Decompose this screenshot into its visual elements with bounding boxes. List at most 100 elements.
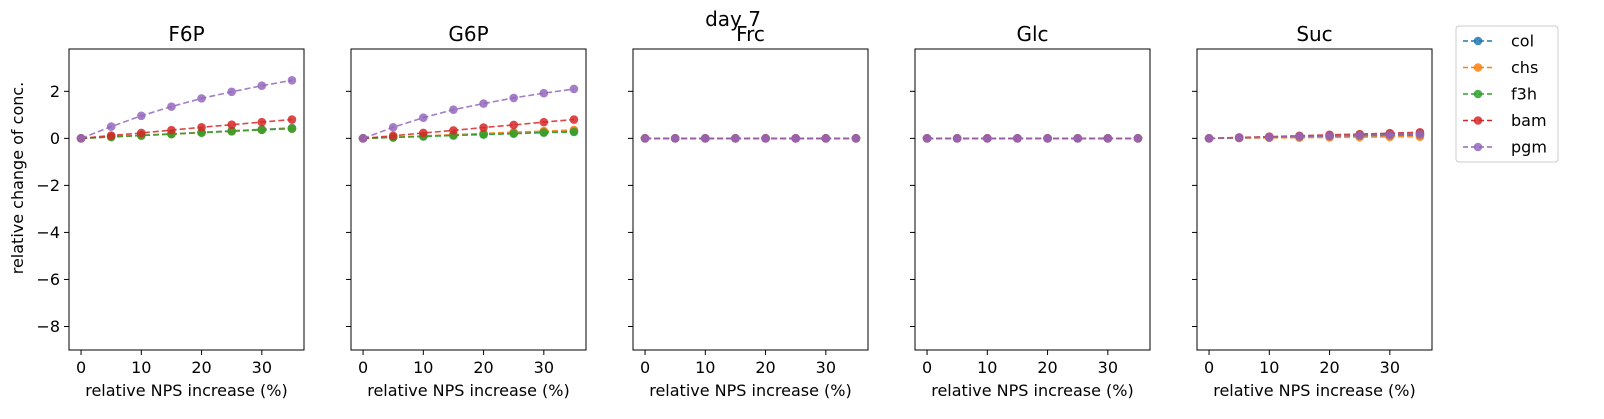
data-point bbox=[227, 120, 236, 130]
data-point bbox=[952, 134, 962, 143]
legend-item-chs: chs bbox=[1463, 58, 1538, 77]
y-tick-label: 2 bbox=[50, 82, 60, 101]
series-pgm bbox=[922, 134, 1143, 143]
data-point bbox=[137, 111, 146, 121]
x-tick-label: 30 bbox=[252, 358, 272, 377]
data-point bbox=[509, 93, 518, 103]
legend-label: bam bbox=[1511, 111, 1547, 130]
data-point bbox=[1204, 134, 1214, 143]
x-tick-label: 30 bbox=[534, 358, 554, 377]
x-tick-label: 20 bbox=[1319, 358, 1339, 377]
legend-item-bam: bam bbox=[1463, 111, 1547, 130]
x-tick-label: 10 bbox=[131, 358, 151, 377]
panel-title: F6P bbox=[168, 22, 204, 46]
legend-marker bbox=[1473, 89, 1483, 99]
y-tick-label: −8 bbox=[36, 317, 60, 336]
panel-title: G6P bbox=[448, 22, 488, 46]
panel-g6p: G6P 0 10 20 30 relative NPS increase (%) bbox=[346, 22, 587, 400]
panel-suc: Suc 0 10 20 30 relative NPS increase (%) bbox=[1192, 22, 1433, 400]
data-point bbox=[106, 131, 116, 140]
series-line-chs bbox=[1209, 135, 1420, 140]
x-axis-label: relative NPS increase (%) bbox=[85, 381, 288, 400]
y-tick-label: 0 bbox=[50, 129, 60, 148]
x-tick-label: 20 bbox=[1037, 358, 1057, 377]
series-line-pgm bbox=[80, 79, 293, 140]
data-point bbox=[1013, 134, 1022, 143]
data-point bbox=[257, 125, 267, 135]
x-axis-label: relative NPS increase (%) bbox=[649, 381, 852, 400]
data-point bbox=[731, 134, 740, 143]
data-point bbox=[539, 88, 549, 98]
data-point bbox=[1133, 134, 1143, 143]
x-tick-label: 30 bbox=[816, 358, 836, 377]
series-line-pgm bbox=[1209, 133, 1420, 140]
x-tick-label: 10 bbox=[695, 358, 715, 377]
legend-item-f3h: f3h bbox=[1463, 85, 1537, 104]
data-point bbox=[640, 134, 650, 143]
x-axis-label: relative NPS increase (%) bbox=[931, 381, 1134, 400]
panel-frc: Frc 0 10 20 30 relative NPS increase (%) bbox=[628, 22, 869, 400]
data-point bbox=[287, 115, 297, 124]
data-point bbox=[479, 123, 488, 132]
legend-marker bbox=[1473, 142, 1483, 152]
axes-frame bbox=[632, 48, 869, 351]
data-point bbox=[287, 124, 297, 134]
data-point bbox=[449, 105, 458, 114]
data-point bbox=[1325, 131, 1334, 141]
data-point bbox=[821, 134, 831, 143]
x-axis-label: relative NPS increase (%) bbox=[1213, 381, 1416, 400]
x-tick-label: 30 bbox=[1380, 358, 1400, 377]
x-tick-label: 10 bbox=[413, 358, 433, 377]
x-tick-label: 20 bbox=[755, 358, 775, 377]
data-point bbox=[1385, 130, 1395, 140]
data-point bbox=[479, 130, 488, 139]
data-point bbox=[1043, 134, 1052, 143]
series-line-f3h bbox=[363, 131, 574, 140]
data-point bbox=[167, 102, 176, 111]
series-line-bam bbox=[81, 118, 292, 140]
axes-frame bbox=[914, 48, 1151, 351]
data-point bbox=[197, 123, 206, 132]
series-pgm bbox=[640, 134, 861, 143]
data-point bbox=[539, 117, 549, 127]
panel-title: Frc bbox=[736, 22, 765, 46]
legend-label: f3h bbox=[1511, 85, 1537, 104]
x-axis-label: relative NPS increase (%) bbox=[367, 381, 570, 400]
data-point bbox=[1073, 134, 1082, 143]
legend-marker bbox=[1473, 116, 1483, 125]
data-point bbox=[358, 134, 368, 143]
data-point bbox=[569, 127, 579, 137]
x-tick-label: 30 bbox=[1098, 358, 1118, 377]
series-line-pgm bbox=[362, 88, 575, 140]
data-point bbox=[167, 125, 176, 135]
data-point bbox=[106, 122, 116, 131]
data-point bbox=[761, 134, 770, 143]
x-tick-label: 0 bbox=[358, 358, 368, 377]
data-point bbox=[1103, 134, 1113, 143]
data-point bbox=[419, 113, 428, 122]
data-point bbox=[983, 134, 992, 143]
data-point bbox=[539, 128, 549, 138]
data-point bbox=[509, 120, 518, 130]
axes-frame bbox=[1196, 48, 1433, 351]
panel-title: Suc bbox=[1296, 22, 1332, 46]
axes-frame bbox=[68, 48, 305, 351]
y-axis-label: relative change of conc. bbox=[8, 82, 27, 275]
legend-box bbox=[1455, 25, 1559, 163]
x-tick-label: 0 bbox=[922, 358, 932, 377]
data-point bbox=[509, 129, 518, 138]
data-point bbox=[569, 84, 579, 94]
series-pgm bbox=[76, 75, 297, 143]
x-tick-label: 0 bbox=[1204, 358, 1214, 377]
x-tick-label: 0 bbox=[76, 358, 86, 377]
data-point bbox=[257, 117, 267, 127]
data-point bbox=[137, 128, 146, 138]
series-pgm bbox=[358, 84, 579, 143]
data-point bbox=[227, 127, 236, 136]
data-point bbox=[419, 128, 428, 138]
data-point bbox=[1265, 132, 1274, 142]
data-point bbox=[257, 81, 267, 90]
legend-marker bbox=[1473, 63, 1483, 72]
